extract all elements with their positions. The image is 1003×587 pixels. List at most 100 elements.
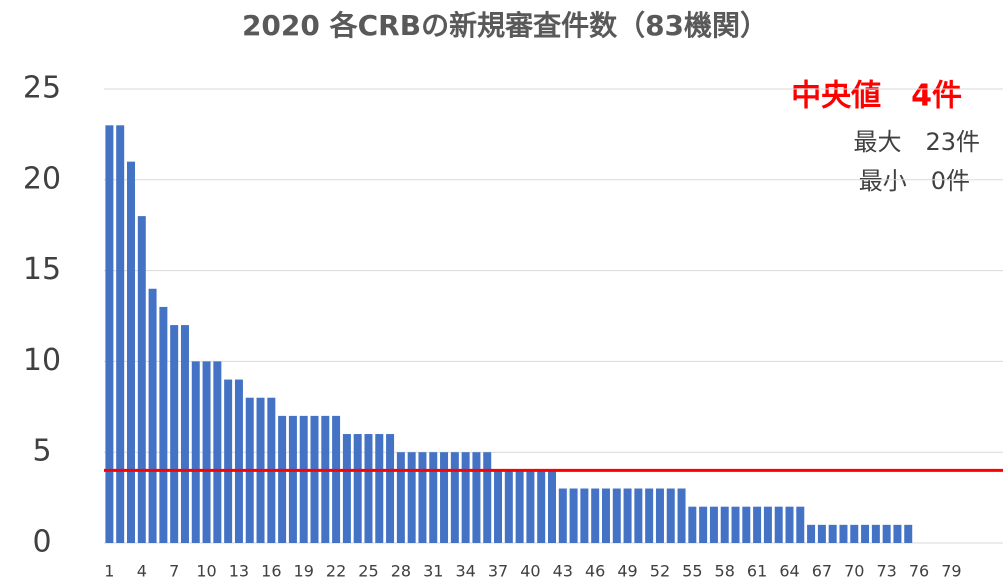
- bar: [170, 325, 179, 543]
- x-tick-label: 73: [876, 562, 896, 581]
- x-tick-label: 58: [715, 562, 735, 581]
- x-tick-label: 61: [747, 562, 767, 581]
- y-tick-label: 0: [32, 525, 51, 560]
- bar: [601, 488, 610, 543]
- x-tick-label: 25: [358, 562, 378, 581]
- bar: [440, 452, 449, 543]
- y-tick-label: 10: [23, 343, 61, 378]
- y-tick-label: 5: [32, 434, 51, 469]
- bar: [213, 361, 222, 543]
- bar: [591, 488, 600, 543]
- bar: [796, 506, 805, 543]
- bar: [429, 452, 438, 543]
- bar: [191, 361, 200, 543]
- bar: [753, 506, 762, 543]
- x-tick-label: 1: [104, 562, 114, 581]
- bar: [310, 415, 319, 543]
- x-tick-label: 28: [391, 562, 411, 581]
- bar: [655, 488, 664, 543]
- bar: [364, 434, 373, 543]
- bar: [720, 506, 729, 543]
- x-tick-label: 67: [812, 562, 832, 581]
- bar: [828, 524, 837, 543]
- bar: [105, 125, 114, 543]
- x-tick-label: 37: [488, 562, 508, 581]
- chart-title: 2020 各CRBの新規審査件数（83機関）: [242, 9, 768, 42]
- bar: [234, 379, 243, 543]
- x-tick-label: 13: [229, 562, 249, 581]
- bar: [850, 524, 859, 543]
- bar: [731, 506, 740, 543]
- bar: [548, 470, 556, 543]
- bar: [116, 125, 125, 543]
- x-tick-label: 34: [455, 562, 475, 581]
- bar: [893, 524, 902, 543]
- bar: [418, 452, 427, 543]
- bar: [839, 524, 848, 543]
- x-tick-label: 52: [650, 562, 670, 581]
- bar: [321, 415, 330, 543]
- bar: [871, 524, 880, 543]
- bar: [699, 506, 708, 543]
- bar: [375, 434, 384, 543]
- bar: [288, 415, 297, 543]
- x-tick-label: 55: [682, 562, 702, 581]
- bar: [461, 452, 470, 543]
- bar: [332, 415, 341, 543]
- x-tick-label: 16: [261, 562, 281, 581]
- max-annotation: 最大 23件: [853, 128, 980, 156]
- bar: [396, 452, 405, 543]
- x-tick-label: 43: [553, 562, 573, 581]
- bar: [472, 452, 481, 543]
- bar: [504, 470, 513, 543]
- bar: [159, 306, 168, 543]
- min-annotation: 最小 0件: [859, 167, 970, 195]
- x-tick-label: 46: [585, 562, 605, 581]
- x-tick-label: 10: [196, 562, 216, 581]
- bar: [634, 488, 643, 543]
- bar: [882, 524, 891, 543]
- x-tick-label: 70: [844, 562, 864, 581]
- bar: [353, 434, 362, 543]
- bar: [526, 470, 535, 543]
- median-annotation: 中央値 4件: [791, 79, 962, 114]
- bar: [407, 452, 416, 543]
- bar: [450, 452, 459, 543]
- x-tick-label: 31: [423, 562, 443, 581]
- bar: [785, 506, 794, 543]
- bar: [483, 452, 492, 543]
- bar: [807, 524, 816, 543]
- bar: [202, 361, 211, 543]
- x-tick-label: 64: [779, 562, 799, 581]
- x-tick-label: 7: [169, 562, 179, 581]
- x-tick-label: 49: [617, 562, 637, 581]
- bar: [342, 434, 351, 543]
- x-tick-label: 79: [941, 562, 961, 581]
- bar: [763, 506, 772, 543]
- bar: [569, 488, 578, 543]
- bar: [180, 325, 189, 543]
- bar: [278, 415, 287, 543]
- x-tick-label: 19: [294, 562, 314, 581]
- bar: [558, 488, 567, 543]
- bar: [774, 506, 783, 543]
- bar: [612, 488, 621, 543]
- bar: [861, 524, 870, 543]
- bar: [137, 216, 146, 543]
- y-tick-label: 25: [23, 71, 61, 106]
- bar: [386, 434, 395, 543]
- bar: [666, 488, 675, 543]
- x-tick-label: 76: [909, 562, 929, 581]
- bar: [494, 470, 503, 543]
- bar: [515, 470, 524, 543]
- x-tick-label: 22: [326, 562, 346, 581]
- y-tick-label: 20: [23, 161, 61, 196]
- bar: [224, 379, 233, 543]
- bar: [580, 488, 589, 543]
- bar: [817, 524, 826, 543]
- bar: [148, 288, 157, 543]
- x-tick-label: 4: [137, 562, 147, 581]
- y-tick-label: 15: [23, 252, 61, 287]
- bar: [709, 506, 718, 543]
